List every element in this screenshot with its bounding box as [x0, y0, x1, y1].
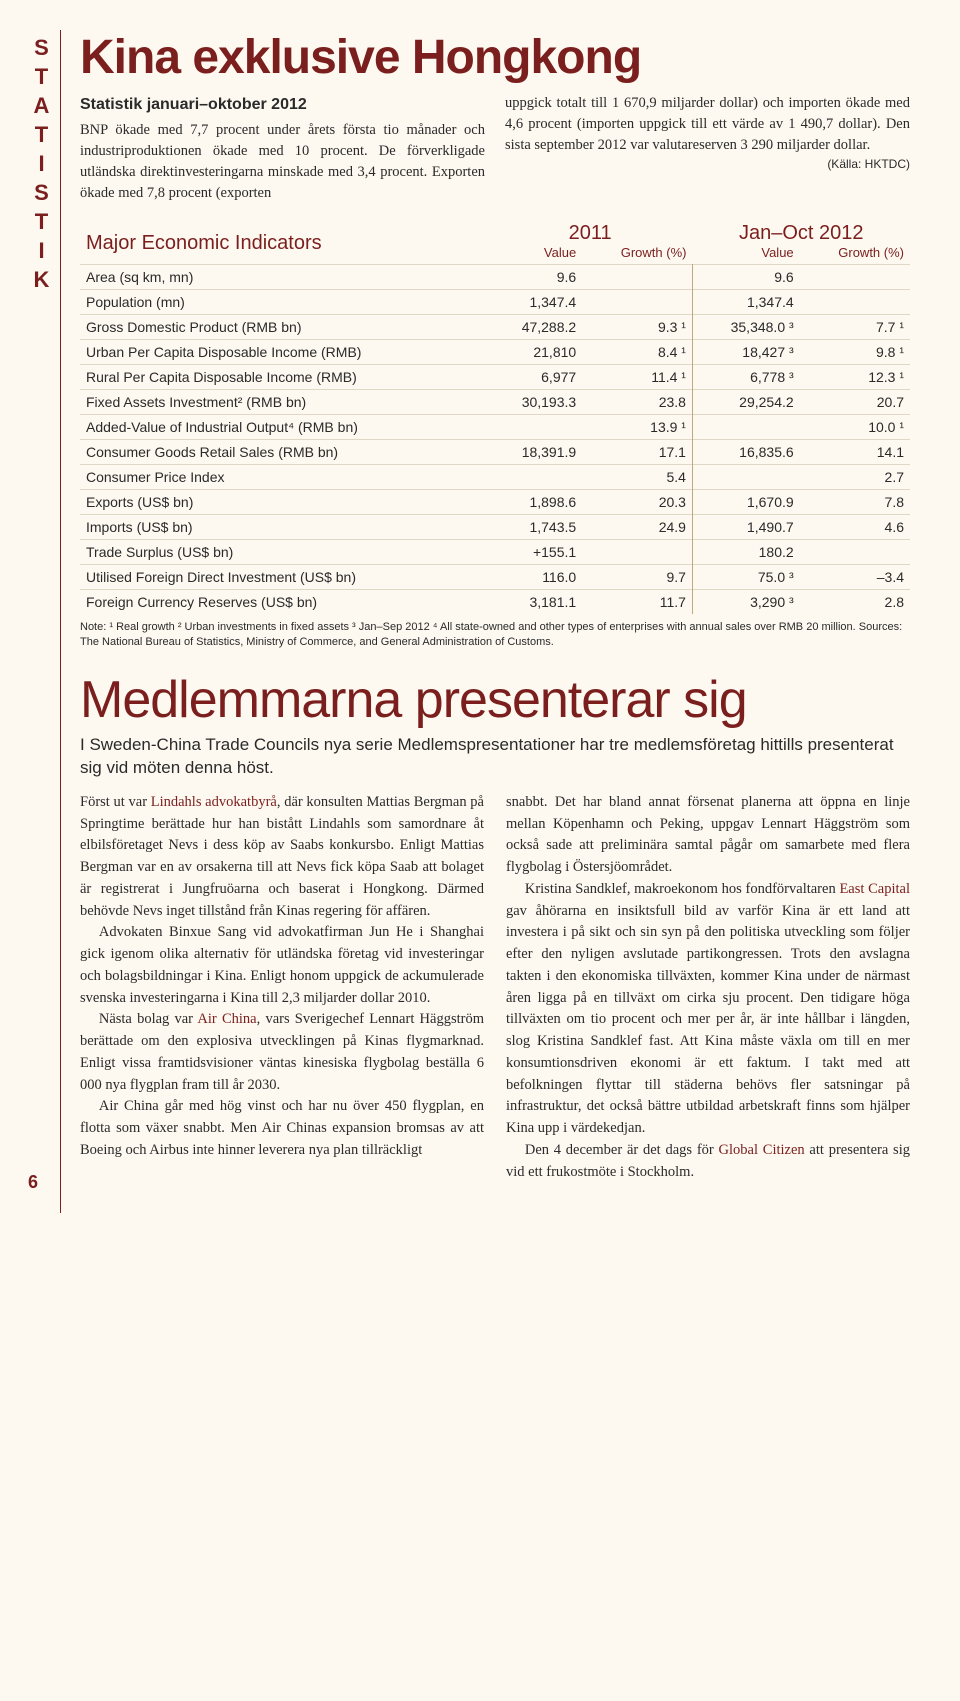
title-2: Medlemmarna presenterar sig — [80, 670, 910, 730]
side-label: STATISTIK — [28, 35, 54, 296]
col-growth-a: Growth (%) — [582, 245, 692, 265]
table-row: Added-Value of Industrial Output⁴ (RMB b… — [80, 415, 910, 440]
table-row: Area (sq km, mn)9.69.6 — [80, 265, 910, 290]
table-note: Note: ¹ Real growth ² Urban investments … — [80, 620, 910, 650]
title-1: Kina exklusive Hongkong — [80, 30, 910, 85]
table-row: Population (mn)1,347.41,347.4 — [80, 290, 910, 315]
table-row: Gross Domestic Product (RMB bn)47,288.29… — [80, 315, 910, 340]
intro-col-2: uppgick totalt till 1 670,9 miljarder do… — [505, 93, 910, 204]
source: (Källa: HKTDC) — [505, 156, 910, 173]
col-value-a: Value — [488, 245, 582, 265]
page-number: 6 — [28, 1172, 38, 1193]
table-row: Trade Surplus (US$ bn)+155.1180.2 — [80, 540, 910, 565]
table-row: Fixed Assets Investment² (RMB bn)30,193.… — [80, 390, 910, 415]
year-b: Jan–Oct 2012 — [692, 218, 910, 245]
intro-2-text: uppgick totalt till 1 670,9 miljarder do… — [505, 95, 910, 153]
body-col-1: Först ut var Lindahls advokatbyrå, där k… — [80, 792, 484, 1184]
table-row: Urban Per Capita Disposable Income (RMB)… — [80, 340, 910, 365]
table-row: Imports (US$ bn)1,743.524.91,490.74.6 — [80, 515, 910, 540]
intro-col-1: Statistik januari–oktober 2012 BNP ökade… — [80, 93, 485, 204]
col-value-b: Value — [692, 245, 799, 265]
table-row: Foreign Currency Reserves (US$ bn)3,181.… — [80, 590, 910, 615]
table-row: Exports (US$ bn)1,898.620.31,670.97.8 — [80, 490, 910, 515]
intro-1-text: BNP ökade med 7,7 procent under årets fö… — [80, 122, 485, 201]
col-growth-b: Growth (%) — [800, 245, 910, 265]
table-title: Major Economic Indicators — [80, 218, 488, 265]
subtitle: Statistik januari–oktober 2012 — [80, 93, 485, 116]
indicators-table: Major Economic Indicators 2011 Jan–Oct 2… — [80, 218, 910, 614]
table-row: Utilised Foreign Direct Investment (US$ … — [80, 565, 910, 590]
lead: I Sweden-China Trade Councils nya serie … — [80, 734, 910, 780]
table-row: Consumer Goods Retail Sales (RMB bn)18,3… — [80, 440, 910, 465]
table-row: Consumer Price Index5.42.7 — [80, 465, 910, 490]
side-rule — [60, 30, 61, 1213]
body-col-2: snabbt. Det har bland annat försenat pla… — [506, 792, 910, 1184]
year-a: 2011 — [488, 218, 693, 245]
table-row: Rural Per Capita Disposable Income (RMB)… — [80, 365, 910, 390]
